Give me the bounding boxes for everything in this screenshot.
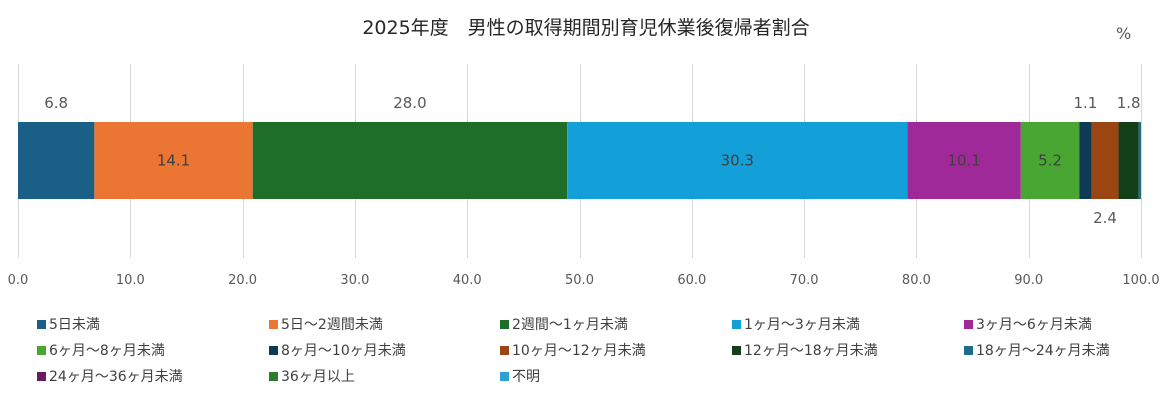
data-label: 1.1 bbox=[1073, 94, 1097, 112]
legend-swatch bbox=[964, 346, 973, 355]
legend-item: 18ヶ月～24ヶ月未満 bbox=[964, 340, 1110, 360]
legend-swatch bbox=[500, 320, 509, 329]
legend-item: 6ヶ月～8ヶ月未満 bbox=[37, 340, 165, 360]
legend-label: 18ヶ月～24ヶ月未満 bbox=[976, 343, 1110, 359]
legend-swatch bbox=[500, 372, 509, 381]
legend-item: 3ヶ月～6ヶ月未満 bbox=[964, 314, 1092, 334]
legend-swatch bbox=[37, 372, 46, 381]
legend-item: 1ヶ月～3ヶ月未満 bbox=[732, 314, 860, 334]
legend-item: 10ヶ月～12ヶ月未満 bbox=[500, 340, 646, 360]
legend-swatch bbox=[37, 320, 46, 329]
legend-item: 36ヶ月以上 bbox=[269, 366, 355, 386]
x-tick-label: 60.0 bbox=[677, 273, 706, 288]
data-label: 1.8 bbox=[1117, 94, 1141, 112]
legend-item: 5日未満 bbox=[37, 314, 100, 334]
bar-segment bbox=[907, 122, 1021, 199]
data-label: 2.4 bbox=[1093, 209, 1117, 227]
x-tick-label: 80.0 bbox=[902, 273, 931, 288]
bar-segment bbox=[1091, 122, 1119, 199]
bar-segment bbox=[1020, 122, 1080, 199]
legend-swatch bbox=[732, 320, 741, 329]
legend-item: 不明 bbox=[500, 366, 540, 386]
bar-segment bbox=[567, 122, 908, 199]
legend-label: 12ヶ月～18ヶ月未満 bbox=[744, 343, 878, 359]
legend-label: 5日未満 bbox=[49, 317, 100, 333]
legend-label: 3ヶ月～6ヶ月未満 bbox=[976, 317, 1092, 333]
legend-item: 24ヶ月～36ヶ月未満 bbox=[37, 366, 183, 386]
x-tick-label: 70.0 bbox=[790, 273, 819, 288]
unit-label: % bbox=[1116, 24, 1132, 43]
bar-segment bbox=[252, 122, 568, 199]
x-tick-label: 100.0 bbox=[1122, 273, 1159, 288]
x-tick-label: 20.0 bbox=[228, 273, 257, 288]
legend-swatch bbox=[269, 320, 278, 329]
x-tick-label: 30.0 bbox=[340, 273, 369, 288]
x-tick-label: 40.0 bbox=[453, 273, 482, 288]
legend-swatch bbox=[269, 372, 278, 381]
legend-label: 2週間～1ヶ月未満 bbox=[512, 317, 628, 333]
x-tick-label: 0.0 bbox=[8, 273, 29, 288]
bar-segment bbox=[94, 122, 253, 199]
legend-label: 1ヶ月～3ヶ月未満 bbox=[744, 317, 860, 333]
legend-label: 不明 bbox=[512, 369, 540, 385]
legend-label: 10ヶ月～12ヶ月未満 bbox=[512, 343, 646, 359]
legend-item: 2週間～1ヶ月未満 bbox=[500, 314, 628, 334]
legend-swatch bbox=[37, 346, 46, 355]
legend-item: 5日～2週間未満 bbox=[269, 314, 383, 334]
bar-segment bbox=[1138, 122, 1141, 199]
legend-swatch bbox=[964, 320, 973, 329]
legend-label: 5日～2週間未満 bbox=[281, 317, 383, 333]
legend-item: 8ヶ月～10ヶ月未満 bbox=[269, 340, 406, 360]
data-label: 28.0 bbox=[393, 94, 426, 112]
legend-label: 8ヶ月～10ヶ月未満 bbox=[281, 343, 406, 359]
bar-segment bbox=[1079, 122, 1092, 199]
data-labels: 6.8 14.1 28.0 30.3 10.1 5.2 1.1 2.4 1.8 bbox=[44, 94, 1140, 227]
legend-swatch bbox=[500, 346, 509, 355]
data-label: 30.3 bbox=[721, 152, 754, 170]
legend-item: 12ヶ月～18ヶ月未満 bbox=[732, 340, 878, 360]
bar-segments bbox=[18, 122, 1141, 199]
x-tick-label: 10.0 bbox=[116, 273, 145, 288]
data-label: 14.1 bbox=[157, 152, 190, 170]
chart-title: 2025年度 男性の取得期間別育児休業後復帰者割合 bbox=[362, 17, 810, 39]
legend-label: 6ヶ月～8ヶ月未満 bbox=[49, 343, 165, 359]
legend-swatch bbox=[269, 346, 278, 355]
legend-label: 24ヶ月～36ヶ月未満 bbox=[49, 369, 183, 385]
bar-segment bbox=[18, 122, 95, 199]
data-label: 5.2 bbox=[1038, 152, 1062, 170]
x-tick-label: 50.0 bbox=[565, 273, 594, 288]
data-label: 6.8 bbox=[44, 94, 68, 112]
legend-label: 36ヶ月以上 bbox=[281, 369, 355, 385]
data-label: 10.1 bbox=[947, 152, 980, 170]
x-tick-labels: 0.0 10.0 20.0 30.0 40.0 50.0 60.0 70.0 80.0 90.0 1… bbox=[8, 273, 1160, 288]
legend-swatch bbox=[732, 346, 741, 355]
x-tick-label: 90.0 bbox=[1014, 273, 1043, 288]
bar-segment bbox=[1118, 122, 1139, 199]
